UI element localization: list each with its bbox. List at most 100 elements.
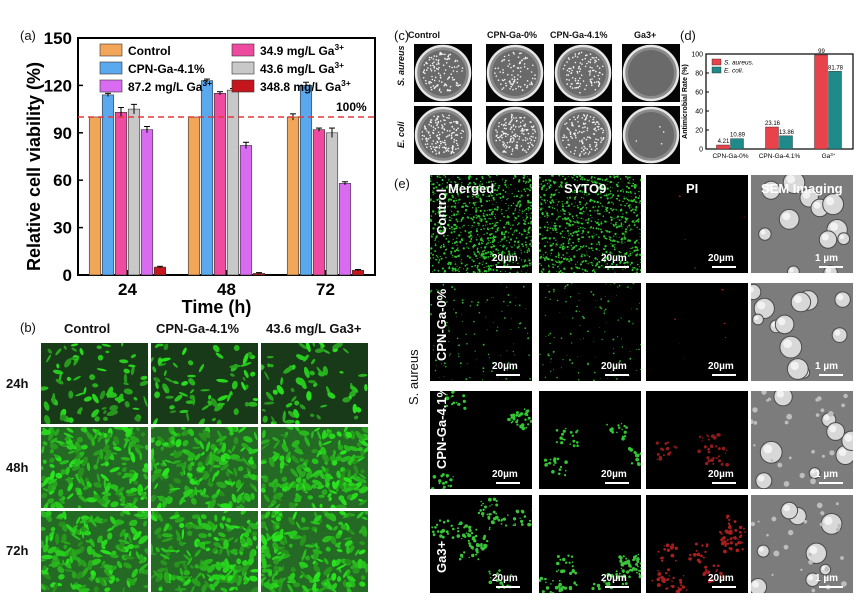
legend-label: 87.2 mg/L Ga3+ [128, 78, 212, 94]
scale-bar-line [712, 266, 736, 268]
plate-row-e-coli: E. coli [396, 121, 406, 148]
fluor-row-label: CPN-Ga-0% [434, 288, 449, 361]
cell-micrograph [41, 427, 148, 508]
merged-fluorescence-image [430, 283, 532, 381]
legend-swatch [99, 61, 123, 75]
sem-image [751, 391, 853, 489]
legend-label: 43.6 mg/L Ga3+ [260, 60, 344, 76]
legend-label: CPN-Ga-4.1% [128, 62, 205, 76]
pi-fluorescence-image [646, 283, 748, 381]
y-axis-label: Relative cell viability (%) [24, 62, 44, 271]
scale-bar-syto9: 20µm [601, 573, 627, 584]
y-tick-label: 90 [53, 124, 72, 143]
cell-micrograph [261, 343, 368, 424]
scale-bar-line [496, 374, 520, 376]
scale-bar-line [496, 482, 520, 484]
y-tick-label: 0 [699, 147, 703, 154]
syto9-fluorescence-image [539, 495, 641, 593]
plate-image-grid: Control CPN-Ga-0% CPN-Ga-4.1% Ga3+ S. au… [394, 0, 680, 175]
scale-bar-line [496, 586, 520, 588]
scale-bar-pi: 20µm [708, 361, 734, 372]
x-tick-label: 48 [217, 280, 236, 299]
bar [814, 54, 828, 150]
panel-label-e: (e) [394, 176, 410, 191]
bar [114, 111, 128, 276]
fluor-col-sem: SEM Imaging [761, 181, 843, 196]
microscopy-grid: Control 20µm 20µm 20µm 1 µm CPN-Ga-0% 20µm 20µm… [394, 175, 860, 603]
cell-micrograph [151, 511, 258, 592]
bar [153, 266, 167, 276]
legend-swatch [99, 43, 123, 57]
bar [338, 183, 352, 276]
scale-bar-sem: 1 µm [815, 573, 838, 584]
y-tick-label: 80 [695, 71, 703, 78]
bar [200, 80, 214, 276]
bar [779, 135, 793, 150]
x-tick-label: Ga3+ [822, 152, 836, 161]
fluor-col-syto9: SYTO9 [564, 181, 607, 196]
data-label: 4.21 [718, 139, 730, 145]
bar [765, 126, 779, 150]
plate-col-cpn-ga-0: CPN-Ga-0% [487, 30, 538, 40]
scale-bar-line [819, 482, 843, 484]
legend-swatch [711, 58, 722, 66]
legend-swatch [231, 79, 255, 93]
scale-bar-syto9: 20µm [601, 361, 627, 372]
bar [286, 116, 300, 276]
legend-swatch [231, 61, 255, 75]
bar [101, 94, 115, 276]
merged-fluorescence-image [430, 495, 532, 593]
col-header-cpn-ga-4-1: CPN-Ga-4.1% [156, 321, 240, 336]
scale-bar-sem: 1 µm [815, 253, 838, 264]
scale-bar-merged: 20µm [492, 253, 518, 264]
bar [828, 71, 842, 150]
bar [299, 85, 313, 276]
panel-label-a: (a) [20, 28, 36, 43]
fluor-row-label: CPN-Ga-4.1% [434, 385, 449, 469]
scale-bar-line [605, 266, 629, 268]
scale-bar-line [605, 482, 629, 484]
pi-fluorescence-image [646, 175, 748, 273]
scale-bar-line [496, 266, 520, 268]
data-label: 13.86 [779, 130, 795, 136]
cell-micrograph [41, 511, 148, 592]
scale-bar-pi: 20µm [708, 469, 734, 480]
scale-bar-line [712, 586, 736, 588]
plate-row-s-aureus: S. aureus [396, 45, 406, 86]
y-tick-label: 100 [691, 52, 703, 59]
x-tick-label: CPN-Ga-0% [712, 153, 748, 160]
agar-plate-image [414, 106, 472, 164]
scale-bar-line [712, 482, 736, 484]
row-header-48h: 48h [6, 460, 29, 475]
scale-bar-sem: 1 µm [815, 361, 838, 372]
fluor-col-merged: Merged [448, 181, 495, 196]
y-tick-label: 20 [695, 128, 703, 135]
plate-col-ga: Ga3+ [634, 30, 657, 40]
bar [187, 116, 201, 276]
fluor-row-label: Control [434, 188, 449, 235]
bar [127, 108, 141, 276]
col-header-ga-43-6: 43.6 mg/L Ga3+ [266, 321, 362, 336]
data-label: 10.89 [730, 133, 746, 139]
cell-micrograph [261, 427, 368, 508]
agar-plate-image [622, 44, 680, 102]
fluor-row-label: Ga3+ [434, 540, 449, 573]
scale-bar-line [605, 586, 629, 588]
legend-label: E. coli. [724, 68, 744, 75]
y-tick-label: 60 [53, 171, 72, 190]
cell-micrograph [151, 343, 258, 424]
bar [312, 129, 326, 276]
agar-plate-image [622, 106, 680, 164]
bar [88, 116, 102, 276]
panel-label-c: (c) [394, 28, 410, 43]
bar [213, 93, 227, 276]
x-tick-label: 72 [316, 280, 335, 299]
x-tick-label: CPN-Ga-4.1% [759, 153, 801, 160]
col-header-control: Control [64, 321, 111, 336]
cell-micrograph [41, 343, 148, 424]
agar-plate-image [554, 106, 612, 164]
scale-bar-sem: 1 µm [815, 469, 838, 480]
cell-micrograph [261, 511, 368, 592]
y-axis-label: Antimicrobial Rate (%) [682, 64, 689, 139]
scale-bar-line [819, 586, 843, 588]
